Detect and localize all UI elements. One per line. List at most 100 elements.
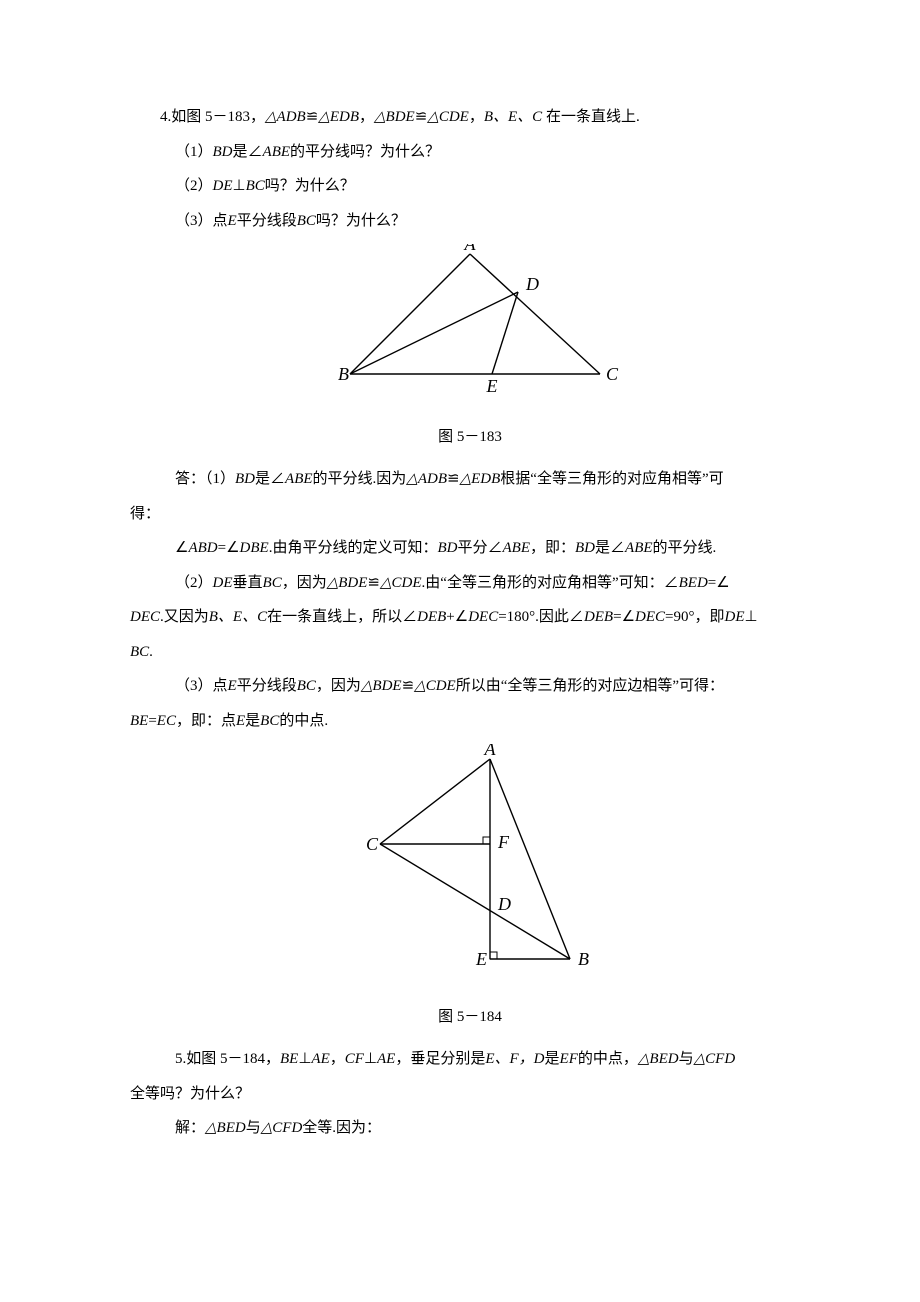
text: 5.如图 5－184， — [175, 1051, 280, 1067]
expr: DE — [213, 575, 233, 591]
figure-184-label: 图 5－184 — [130, 1000, 810, 1035]
expr: △EDB — [460, 471, 501, 487]
text: 与 — [246, 1120, 261, 1136]
expr: △BDE — [374, 109, 415, 125]
text: 解： — [175, 1120, 205, 1136]
text: （3）点 — [175, 213, 228, 229]
expr: △BDE — [361, 678, 402, 694]
ans4-p7: BE=EC，即：点E是BC的中点. — [130, 704, 810, 739]
expr: BED — [679, 575, 708, 591]
svg-text:D: D — [497, 894, 511, 914]
expr: BD — [437, 540, 457, 556]
text: （2） — [175, 178, 213, 194]
expr: E — [236, 713, 245, 729]
text: 吗？为什么？ — [316, 213, 406, 229]
text: 是 — [545, 1051, 560, 1067]
text: 垂直 — [233, 575, 263, 591]
text: ⊥ — [745, 609, 758, 625]
text: =180°.因此∠ — [498, 609, 584, 625]
expr: △CDE — [427, 109, 469, 125]
svg-text:C: C — [606, 364, 619, 384]
text: 答：（1） — [175, 471, 235, 487]
text: 在一条直线上，所以∠ — [267, 609, 417, 625]
text: 在一条直线上. — [542, 109, 640, 125]
ans4-p1: 答：（1）BD是∠ABE的平分线.因为△ADB≌△EDB根据“全等三角形的对应角… — [130, 462, 810, 497]
sym: ≌ — [415, 109, 428, 125]
expr: ABE — [625, 540, 653, 556]
q4-sub1: （1）BD是∠ABE的平分线吗？为什么？ — [130, 135, 810, 170]
figure-5-184: ABCDEF — [130, 744, 810, 998]
text: （1） — [175, 144, 213, 160]
expr: ABD — [188, 540, 217, 556]
text: 的平分线.因为 — [313, 471, 407, 487]
expr: △ADB — [265, 109, 306, 125]
text: 所以由“全等三角形的对应边相等”可得： — [456, 678, 724, 694]
text: 全等吗？为什么？ — [130, 1086, 250, 1102]
q5-stem-2: 全等吗？为什么？ — [130, 1077, 810, 1112]
text: ，即： — [530, 540, 575, 556]
text: 的平分线. — [653, 540, 717, 556]
text: ， — [469, 109, 484, 125]
figure-183-label: 图 5－183 — [130, 420, 810, 455]
ans4-p5: BC. — [130, 635, 810, 670]
expr: △CDE — [414, 678, 456, 694]
expr: △EDB — [318, 109, 359, 125]
text: =90°，即 — [665, 609, 724, 625]
svg-text:B: B — [338, 364, 349, 384]
expr: BC — [130, 644, 149, 660]
svg-text:A: A — [464, 244, 477, 254]
text: ≌ — [447, 471, 460, 487]
expr: △CFD — [694, 1051, 736, 1067]
expr: E — [228, 678, 237, 694]
triangle-diagram-184: ABCDEF — [340, 744, 600, 984]
expr: BE — [280, 1051, 298, 1067]
expr: BC — [260, 713, 279, 729]
expr: CF — [345, 1051, 364, 1067]
expr: BE — [130, 713, 148, 729]
text: ， — [330, 1051, 345, 1067]
svg-text:B: B — [578, 949, 589, 969]
text: 是∠ — [595, 540, 625, 556]
figure-5-183: ABCDE — [130, 244, 810, 418]
expr: B、E、C — [484, 109, 542, 125]
text: ，垂足分别是 — [395, 1051, 485, 1067]
ans4-p6: （3）点E平分线段BC，因为△BDE≌△CDE所以由“全等三角形的对应边相等”可… — [130, 669, 810, 704]
expr: EC — [157, 713, 176, 729]
text: 平分线段 — [237, 678, 297, 694]
text: ≌ — [367, 575, 380, 591]
expr: ABE — [263, 144, 291, 160]
expr: DEC — [130, 609, 160, 625]
text: ≌ — [402, 678, 415, 694]
expr: DEB — [584, 609, 613, 625]
expr: DEC — [468, 609, 498, 625]
triangle-diagram-183: ABCDE — [320, 244, 620, 404]
text: 4.如图 5－183， — [160, 109, 265, 125]
text: 与 — [679, 1051, 694, 1067]
expr: △ADB — [406, 471, 447, 487]
text: =∠ — [708, 575, 730, 591]
expr: ABE — [503, 540, 531, 556]
q5-ans: 解：△BED与△CFD全等.因为： — [130, 1111, 810, 1146]
text: ，因为 — [282, 575, 327, 591]
expr: B、E、C — [209, 609, 267, 625]
text: 是∠ — [255, 471, 285, 487]
text: ∠ — [175, 540, 188, 556]
text: 平分线段 — [237, 213, 297, 229]
q4-sub2: （2）DE⊥BC吗？为什么？ — [130, 169, 810, 204]
text: . — [149, 644, 153, 660]
expr: DBE — [240, 540, 269, 556]
sym: ≌ — [306, 109, 319, 125]
expr: △CDE — [380, 575, 422, 591]
text: .由“全等三角形的对应角相等”可知：∠ — [422, 575, 679, 591]
ans4-p4: DEC.又因为B、E、C在一条直线上，所以∠DEB+∠DEC=180°.因此∠D… — [130, 600, 810, 635]
expr: E、F，D — [485, 1051, 544, 1067]
text: （2） — [175, 575, 213, 591]
text: ，因为 — [316, 678, 361, 694]
text: 的中点. — [279, 713, 328, 729]
svg-text:E: E — [475, 949, 487, 969]
svg-text:A: A — [484, 744, 497, 759]
expr: ABE — [285, 471, 313, 487]
text: ⊥ — [364, 1051, 377, 1067]
expr: △CFD — [261, 1120, 303, 1136]
ans4-p2: ∠ABD=∠DBE.由角平分线的定义可知：BD平分∠ABE，即：BD是∠ABE的… — [130, 531, 810, 566]
